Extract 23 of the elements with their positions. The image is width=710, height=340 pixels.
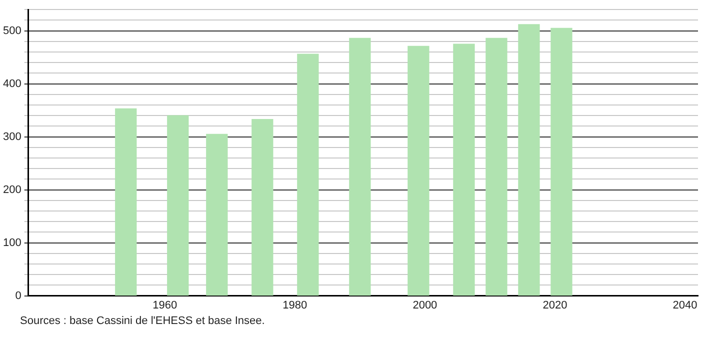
x-tick-label: 2020 [542,299,568,312]
bar [252,118,274,296]
bar [486,38,508,296]
bar [206,134,228,296]
bar [408,46,430,296]
y-tick-label: 0 [15,290,22,302]
y-tick-label: 100 [2,236,22,249]
y-tick-label: 300 [2,130,22,143]
source-note: Sources : base Cassini de l'EHESS et base Insee. [20,315,266,327]
x-tick-label: 1980 [282,299,308,312]
y-tick-label: 500 [2,24,22,37]
bar [550,28,572,296]
x-tick-label: 2000 [412,299,438,312]
x-tick-label: 2040 [672,299,698,312]
bar [115,108,137,296]
bar [518,24,540,296]
y-tick-label: 200 [2,184,22,196]
x-tick-label: 1960 [152,299,178,312]
bar [453,44,475,296]
y-tick-label: 400 [2,78,22,90]
bar [167,115,189,296]
bar [297,54,319,296]
bar [349,38,371,296]
